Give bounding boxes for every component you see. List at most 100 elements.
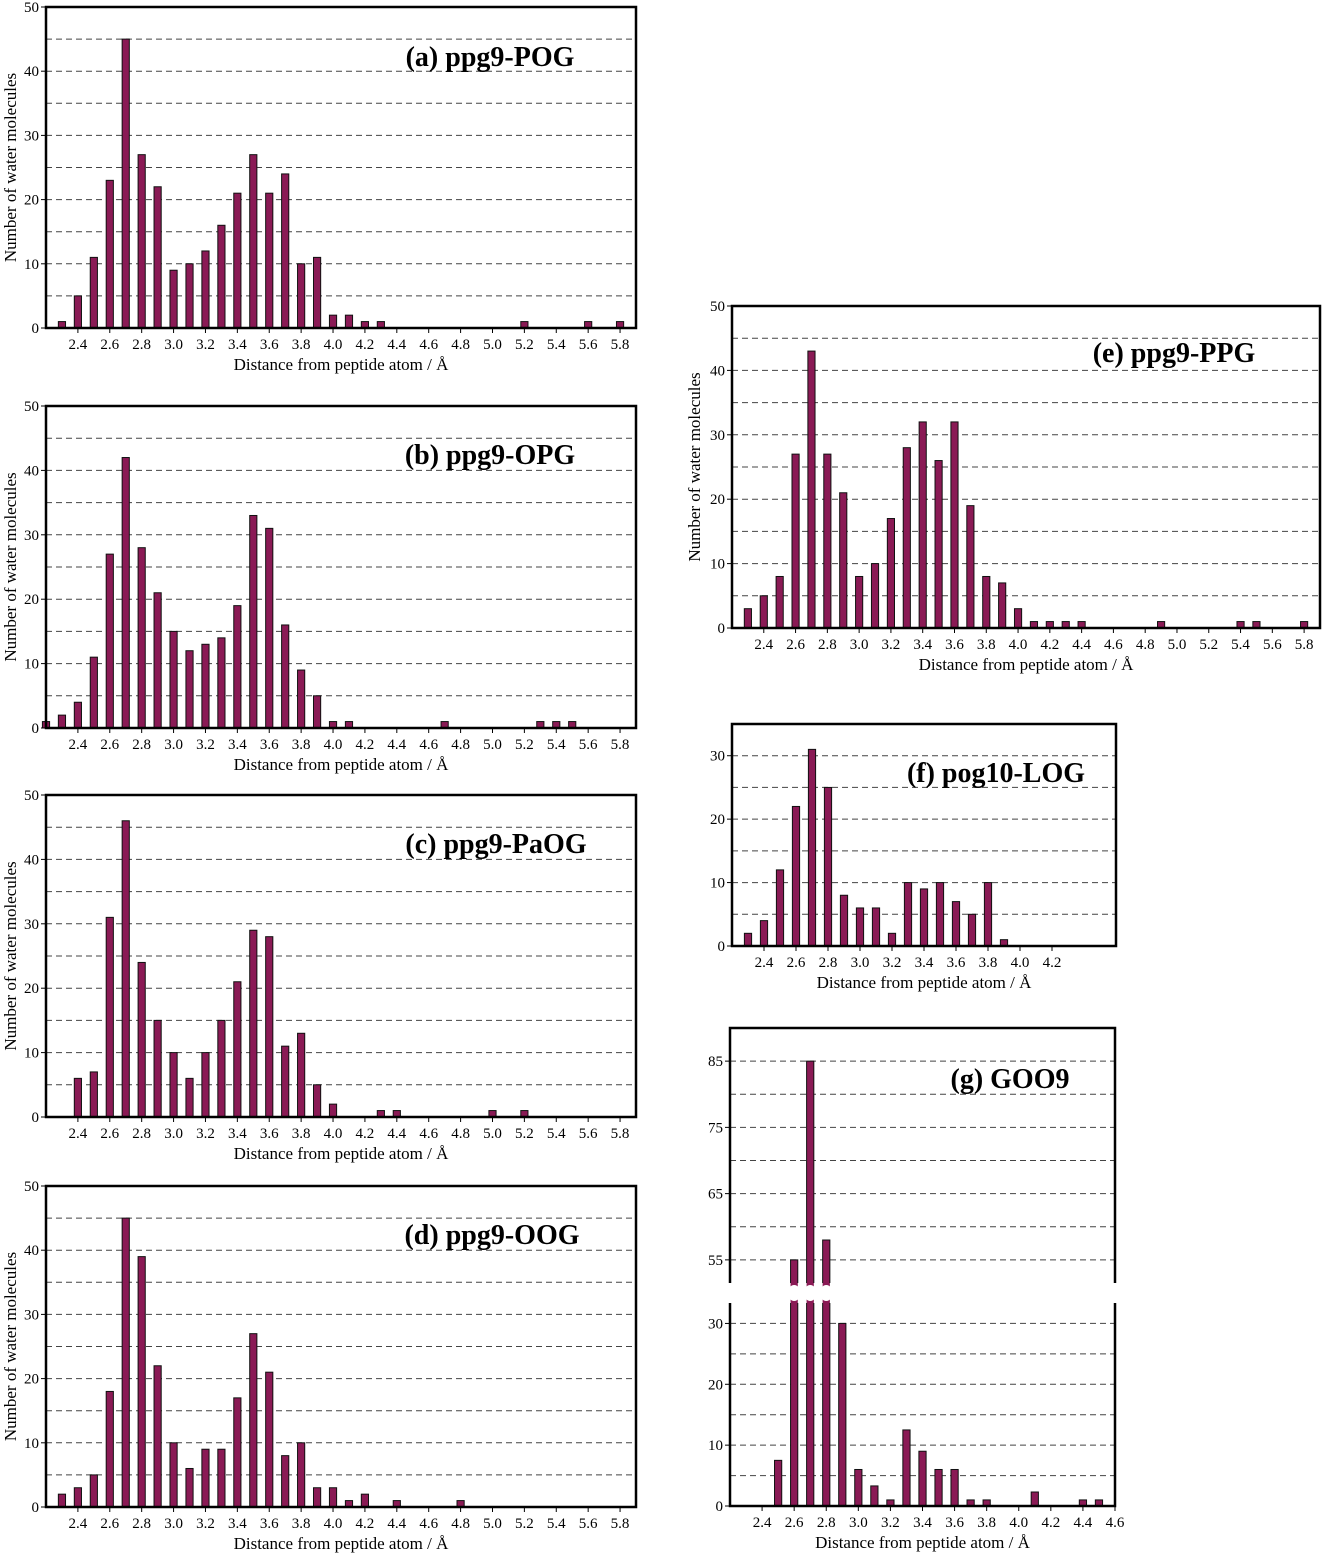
x-tick-label: 3.6 xyxy=(260,1516,279,1532)
y-tick-label: 0 xyxy=(32,1500,40,1516)
bar xyxy=(217,1448,226,1508)
x-tick-label: 4.6 xyxy=(419,1516,438,1532)
bar xyxy=(839,894,849,947)
x-tick-label: 3.2 xyxy=(196,1516,215,1532)
x-tick-label: 3.0 xyxy=(849,1515,868,1531)
bar xyxy=(998,582,1007,629)
bar xyxy=(743,608,752,629)
y-tick-label: 50 xyxy=(24,788,39,804)
bar xyxy=(73,701,82,729)
y-tick-label: 85 xyxy=(708,1054,723,1070)
x-tick-label: 5.2 xyxy=(515,1126,534,1142)
x-tick-label: 2.8 xyxy=(817,1515,836,1531)
y-tick-label: 50 xyxy=(24,0,39,16)
bar xyxy=(249,1333,258,1508)
x-tick-label: 3.8 xyxy=(977,637,996,653)
x-tick-label: 3.0 xyxy=(851,955,870,971)
bar xyxy=(89,1071,98,1118)
bar xyxy=(791,805,801,947)
bar xyxy=(822,1239,831,1507)
bar xyxy=(233,605,242,729)
x-tick-label: 5.6 xyxy=(1263,637,1282,653)
x-tick-label: 3.4 xyxy=(915,955,934,971)
bar xyxy=(312,1084,322,1118)
bar xyxy=(73,1077,82,1118)
bar xyxy=(935,882,945,947)
bar xyxy=(121,1217,130,1508)
bar xyxy=(759,595,768,629)
y-tick-label: 50 xyxy=(710,299,725,315)
x-tick-label: 4.2 xyxy=(1040,637,1059,653)
x-tick-label: 4.2 xyxy=(1041,1515,1060,1531)
x-tick-label: 3.0 xyxy=(164,1516,183,1532)
x-tick-label: 3.8 xyxy=(979,955,998,971)
bar xyxy=(297,1032,306,1118)
panel-title: (d) ppg9-OOG xyxy=(404,1220,579,1251)
x-tick-label: 4.0 xyxy=(1009,1515,1028,1531)
bar xyxy=(217,1019,226,1118)
bar xyxy=(297,1442,306,1508)
y-tick-label: 10 xyxy=(24,1046,39,1062)
y-tick-label: 0 xyxy=(716,1499,724,1515)
x-tick-label: 4.8 xyxy=(451,737,470,753)
x-tick-label: 5.4 xyxy=(547,737,566,753)
x-tick-label: 3.8 xyxy=(977,1515,996,1531)
x-tick-label: 5.6 xyxy=(579,737,598,753)
bar xyxy=(201,643,210,729)
x-tick-label: 2.8 xyxy=(818,637,837,653)
x-tick-label: 5.4 xyxy=(547,1516,566,1532)
plot-frame xyxy=(44,1184,638,1509)
y-axis-label: Number of water molecules xyxy=(685,372,704,561)
x-tick-label: 4.8 xyxy=(451,1516,470,1532)
y-tick-label: 40 xyxy=(24,852,39,868)
x-tick-label: 5.2 xyxy=(515,1516,534,1532)
y-tick-label: 0 xyxy=(32,1110,40,1126)
bar xyxy=(918,421,927,629)
bar xyxy=(153,1019,162,1118)
bar xyxy=(886,518,895,629)
bar xyxy=(934,460,943,629)
y-tick-label: 10 xyxy=(710,557,725,573)
x-tick-label: 5.0 xyxy=(483,337,502,353)
y-tick-label: 10 xyxy=(24,257,39,273)
x-tick-label: 4.4 xyxy=(1074,1515,1093,1531)
x-tick-label: 4.2 xyxy=(356,1126,375,1142)
y-tick-label: 30 xyxy=(710,428,725,444)
x-axis-label: Distance from peptide atom / Å xyxy=(234,1534,450,1553)
plot-frame xyxy=(44,404,638,730)
x-tick-label: 2.8 xyxy=(132,1516,151,1532)
x-tick-label: 3.4 xyxy=(228,337,247,353)
x-tick-label: 4.6 xyxy=(419,737,438,753)
plot-frame xyxy=(44,5,638,330)
bar xyxy=(217,224,226,329)
bar xyxy=(966,505,975,629)
x-tick-label: 4.0 xyxy=(1009,637,1028,653)
x-tick-label: 4.8 xyxy=(1136,637,1155,653)
x-tick-label: 4.2 xyxy=(356,737,375,753)
x-tick-label: 2.4 xyxy=(69,737,88,753)
x-tick-label: 2.4 xyxy=(755,955,774,971)
x-tick-label: 3.8 xyxy=(292,1516,311,1532)
bar xyxy=(1013,608,1023,629)
x-tick-label: 3.6 xyxy=(945,637,964,653)
y-axis-label: Number of water molecules xyxy=(1,73,20,262)
bar xyxy=(233,192,242,329)
bar xyxy=(807,350,816,629)
bar xyxy=(73,295,82,329)
y-tick-label: 65 xyxy=(708,1187,723,1203)
y-tick-label: 30 xyxy=(24,917,39,933)
y-tick-label: 30 xyxy=(708,1316,723,1332)
y-tick-label: 30 xyxy=(24,528,39,544)
x-tick-label: 5.8 xyxy=(611,737,630,753)
panel-title: (f) pog10-LOG xyxy=(907,758,1085,789)
bar xyxy=(201,1052,210,1118)
panel-title: (c) ppg9-PaOG xyxy=(405,829,586,860)
x-tick-label: 4.4 xyxy=(387,737,406,753)
bar xyxy=(950,1468,959,1507)
y-tick-label: 20 xyxy=(24,981,39,997)
x-axis-label: Distance from peptide atom / Å xyxy=(234,1144,450,1163)
y-tick-label: 20 xyxy=(24,193,39,209)
bar xyxy=(839,492,848,629)
x-tick-label: 4.4 xyxy=(1072,637,1091,653)
